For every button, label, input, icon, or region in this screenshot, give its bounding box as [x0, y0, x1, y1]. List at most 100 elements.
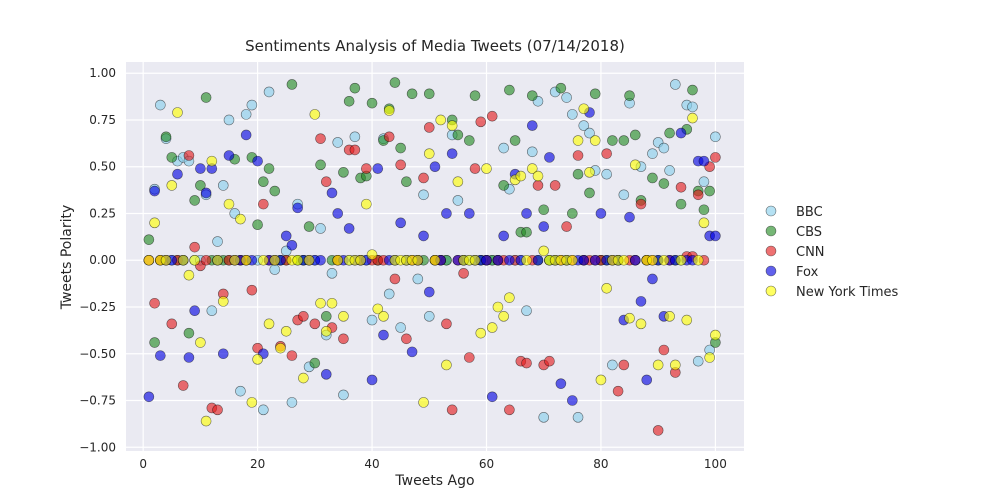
cnn-point — [504, 404, 515, 416]
new-york-times-point — [258, 254, 269, 266]
bbc-point — [498, 142, 509, 154]
cnn-point — [549, 180, 561, 191]
cnn-point — [212, 404, 223, 416]
bbc-point — [263, 86, 275, 98]
cnn-point — [338, 333, 349, 345]
cbs-point — [401, 176, 412, 187]
new-york-times-point — [195, 337, 206, 348]
cbs-point — [658, 178, 670, 189]
new-york-times-point — [366, 249, 378, 260]
cbs-point — [395, 142, 406, 154]
cbs-point — [320, 311, 332, 322]
cnn-point — [418, 172, 429, 184]
fox-point — [372, 163, 384, 174]
cbs-point — [263, 163, 275, 174]
fox-point — [315, 254, 326, 266]
new-york-times-point — [303, 254, 315, 266]
cbs-point — [452, 129, 464, 141]
new-york-times-point — [172, 107, 183, 118]
fox-point — [326, 187, 338, 199]
new-york-times-point — [263, 318, 275, 330]
bbc-point — [217, 180, 229, 191]
new-york-times-point — [361, 198, 372, 210]
new-york-times-point — [143, 254, 155, 266]
bbc-point — [521, 305, 532, 317]
cnn-point — [469, 163, 481, 174]
legend-label-cbs: CBS — [796, 225, 822, 240]
cbs-point — [315, 159, 326, 171]
fox-point — [423, 286, 435, 298]
bbc-point — [658, 142, 670, 154]
y-tick-label: 0.25 — [89, 206, 116, 220]
bbc-point — [235, 385, 246, 397]
cnn-point — [200, 254, 212, 266]
fox-point — [378, 329, 389, 341]
legend-label-new-york-times: New York Times — [796, 285, 898, 300]
cnn-point — [389, 273, 401, 285]
series-new-york-times — [143, 103, 721, 427]
cnn-point — [486, 110, 498, 122]
cbs-point — [704, 185, 715, 197]
new-york-times-point — [446, 120, 458, 131]
cbs-point — [664, 127, 675, 139]
bbc-point — [223, 114, 235, 126]
bbc-point — [607, 359, 618, 371]
new-york-times-point — [572, 135, 584, 146]
new-york-times-point — [423, 148, 435, 159]
cnn-point — [401, 333, 412, 345]
legend-marker-cnn — [765, 245, 777, 257]
bbc-point — [366, 314, 378, 326]
x-tick-label: 20 — [250, 457, 265, 471]
new-york-times-point — [435, 114, 447, 126]
cnn-point — [395, 159, 406, 171]
fox-point — [464, 208, 475, 219]
x-tick-label: 80 — [593, 457, 608, 471]
cbs-point — [607, 135, 618, 146]
fox-point — [189, 305, 200, 317]
cnn-point — [183, 150, 195, 161]
cnn-point — [601, 148, 612, 159]
x-axis-label: Tweets Ago — [394, 473, 474, 489]
fox-point — [280, 230, 292, 242]
cnn-point — [189, 241, 200, 253]
new-york-times-point — [526, 163, 538, 174]
y-axis-label: Tweets Polarity — [59, 205, 75, 311]
fox-point — [183, 352, 195, 363]
new-york-times-point — [355, 254, 366, 266]
cbs-point — [252, 219, 263, 231]
bbc-point — [418, 189, 429, 201]
fox-point — [698, 155, 710, 167]
fox-point — [578, 254, 590, 266]
y-tick-label: −0.75 — [79, 394, 116, 408]
new-york-times-point — [629, 159, 641, 171]
bbc-point — [578, 120, 590, 131]
new-york-times-point — [578, 103, 590, 115]
new-york-times-point — [521, 254, 532, 266]
new-york-times-point — [309, 109, 321, 120]
new-york-times-point — [332, 254, 344, 266]
x-tick-label: 40 — [364, 457, 379, 471]
new-york-times-point — [618, 254, 630, 266]
y-tick-label: 0.00 — [89, 253, 116, 267]
new-york-times-point — [235, 213, 246, 225]
bbc-point — [452, 195, 464, 206]
new-york-times-point — [589, 135, 601, 146]
bbc-point — [561, 92, 572, 103]
new-york-times-point — [567, 254, 578, 266]
new-york-times-point — [486, 322, 498, 333]
new-york-times-point — [624, 312, 635, 324]
new-york-times-point — [160, 254, 172, 266]
cbs-point — [269, 185, 281, 197]
cnn-point — [246, 284, 258, 296]
bbc-point — [698, 176, 710, 187]
new-york-times-point — [664, 311, 675, 322]
cbs-point — [366, 97, 378, 109]
chart-title: Sentiments Analysis of Media Tweets (07/… — [245, 37, 625, 55]
x-tick-label: 100 — [704, 457, 727, 471]
cbs-point — [286, 79, 298, 90]
cbs-point — [555, 82, 567, 94]
fox-point — [418, 230, 429, 242]
new-york-times-point — [280, 326, 292, 337]
bbc-point — [538, 412, 550, 423]
new-york-times-point — [452, 176, 464, 187]
